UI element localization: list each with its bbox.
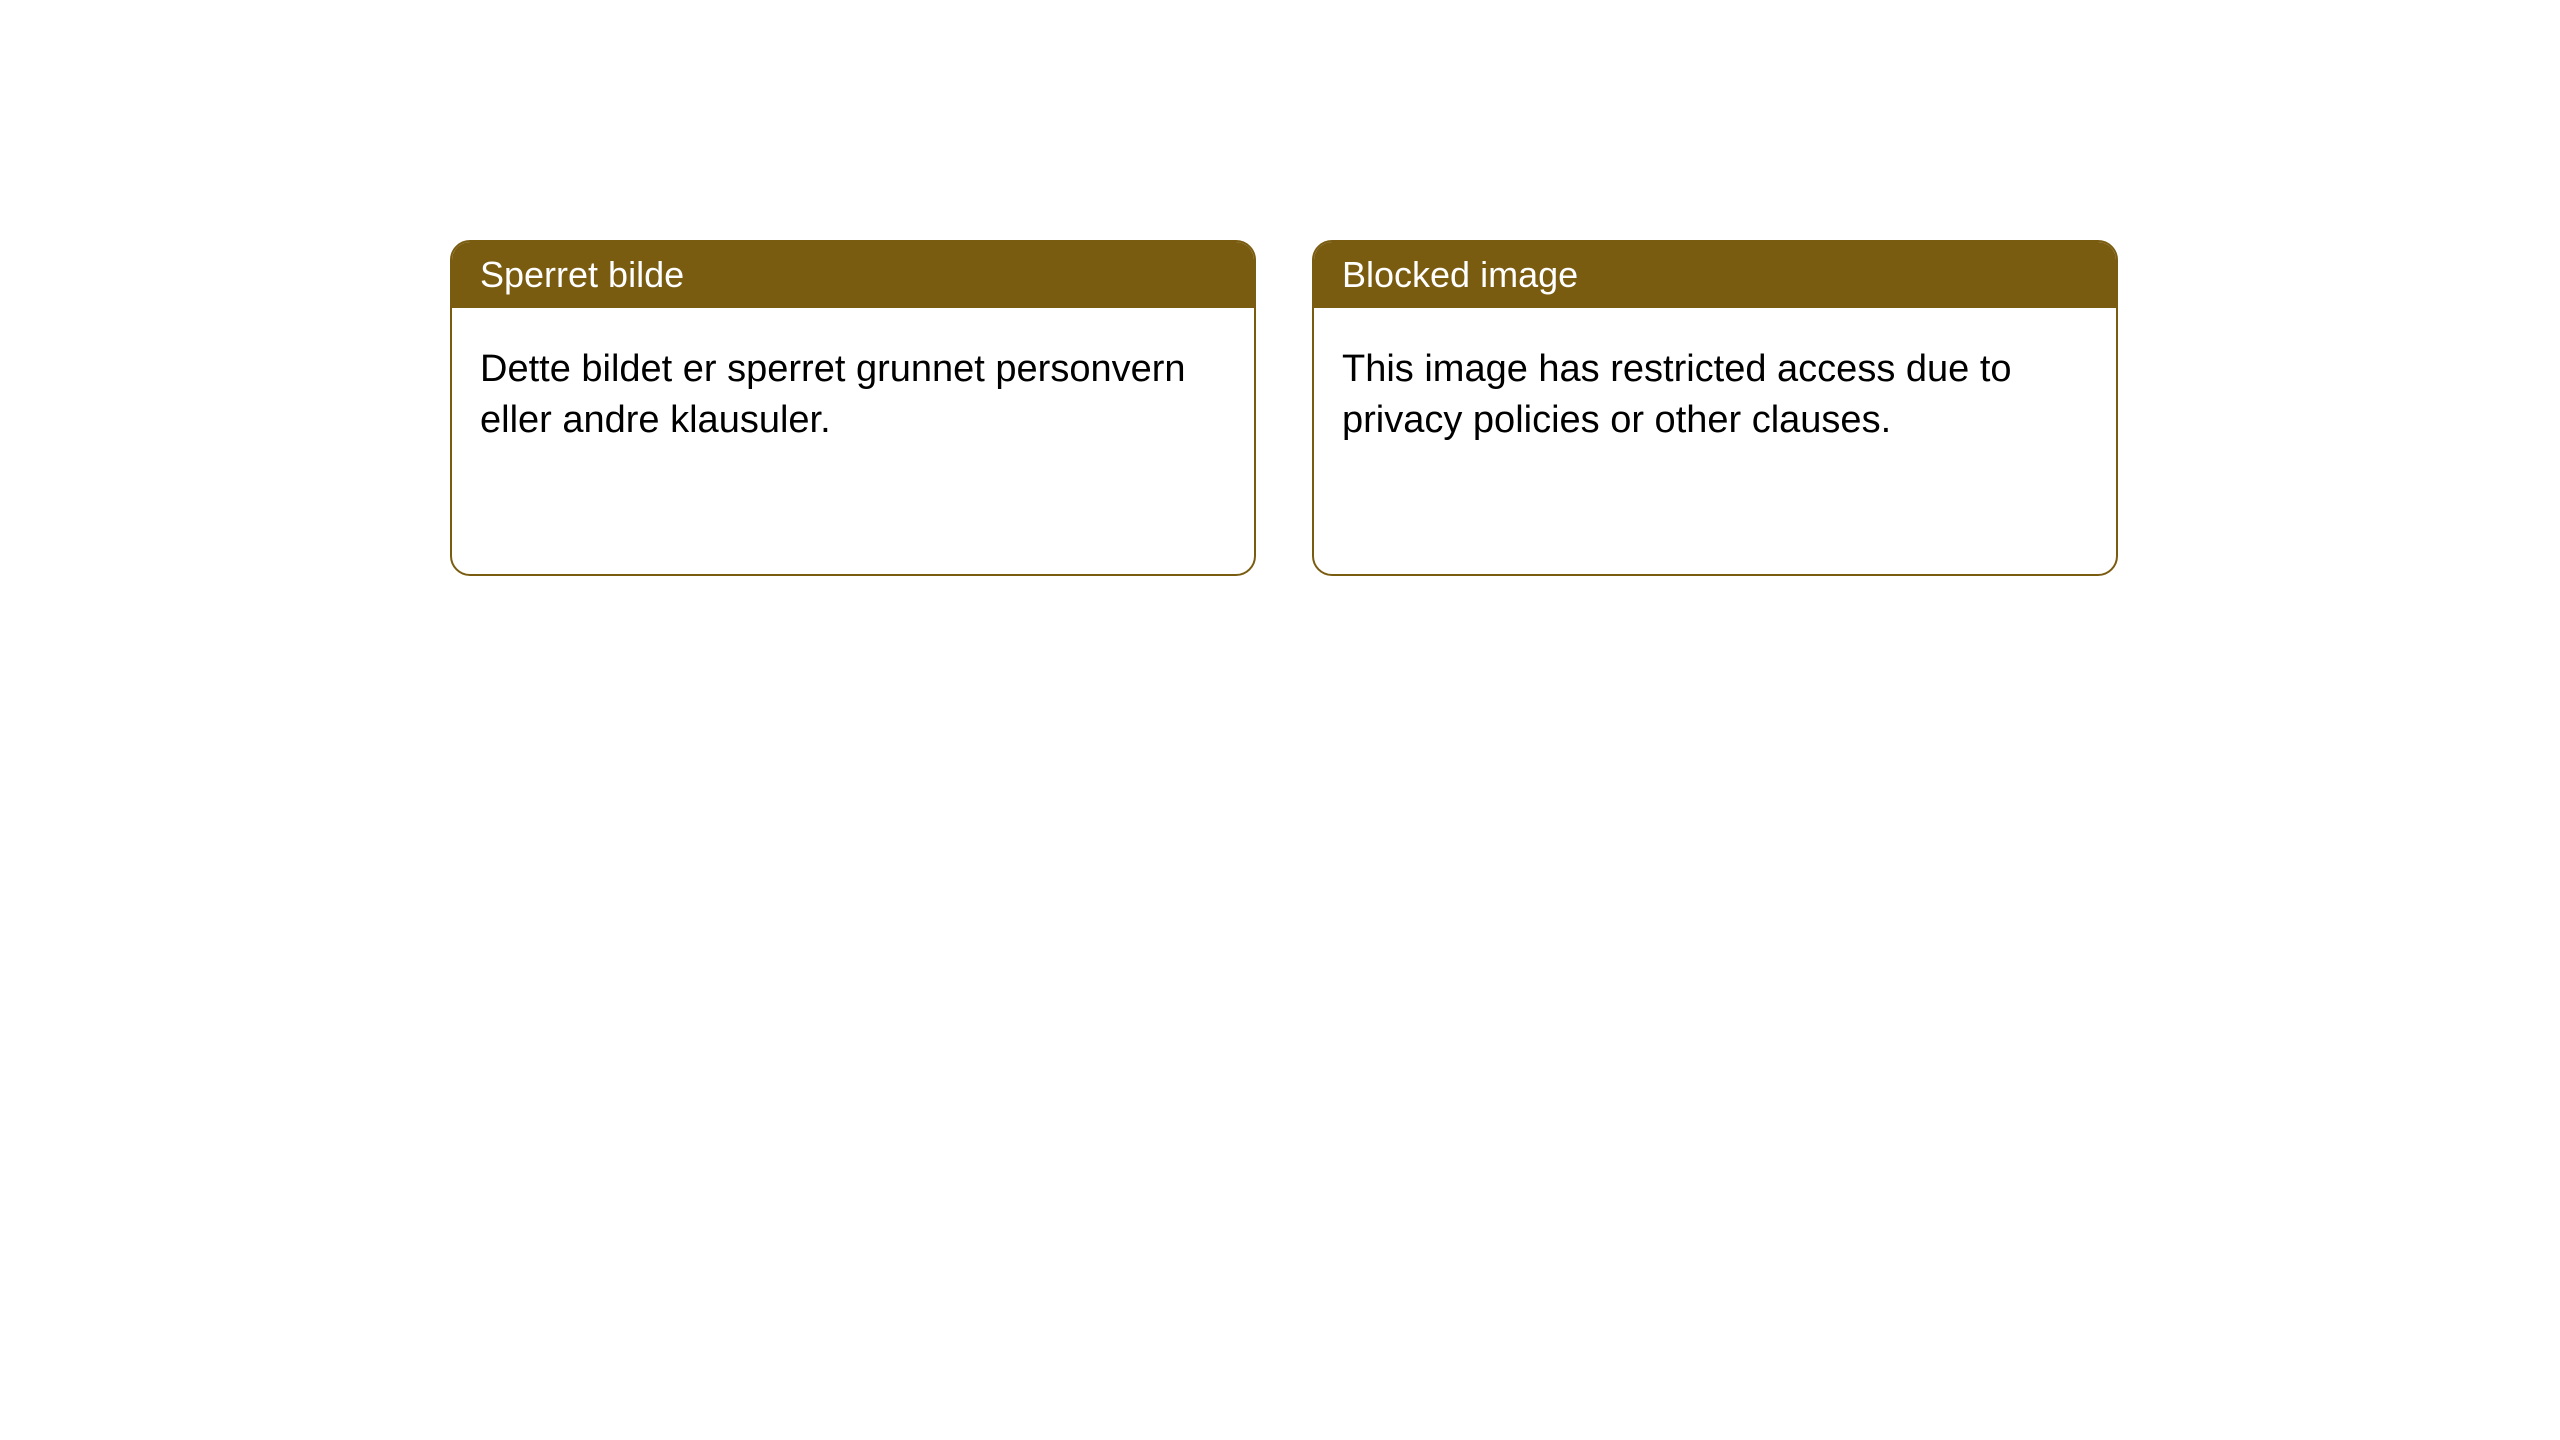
notice-container: Sperret bilde Dette bildet er sperret gr…	[0, 0, 2560, 576]
notice-title: Sperret bilde	[480, 254, 684, 295]
notice-body: Dette bildet er sperret grunnet personve…	[452, 308, 1254, 483]
notice-body-text: This image has restricted access due to …	[1342, 348, 2012, 441]
notice-title: Blocked image	[1342, 254, 1578, 295]
notice-card-english: Blocked image This image has restricted …	[1312, 240, 2118, 576]
notice-header: Blocked image	[1314, 242, 2116, 308]
notice-header: Sperret bilde	[452, 242, 1254, 308]
notice-body-text: Dette bildet er sperret grunnet personve…	[480, 348, 1186, 441]
notice-body: This image has restricted access due to …	[1314, 308, 2116, 483]
notice-card-norwegian: Sperret bilde Dette bildet er sperret gr…	[450, 240, 1256, 576]
